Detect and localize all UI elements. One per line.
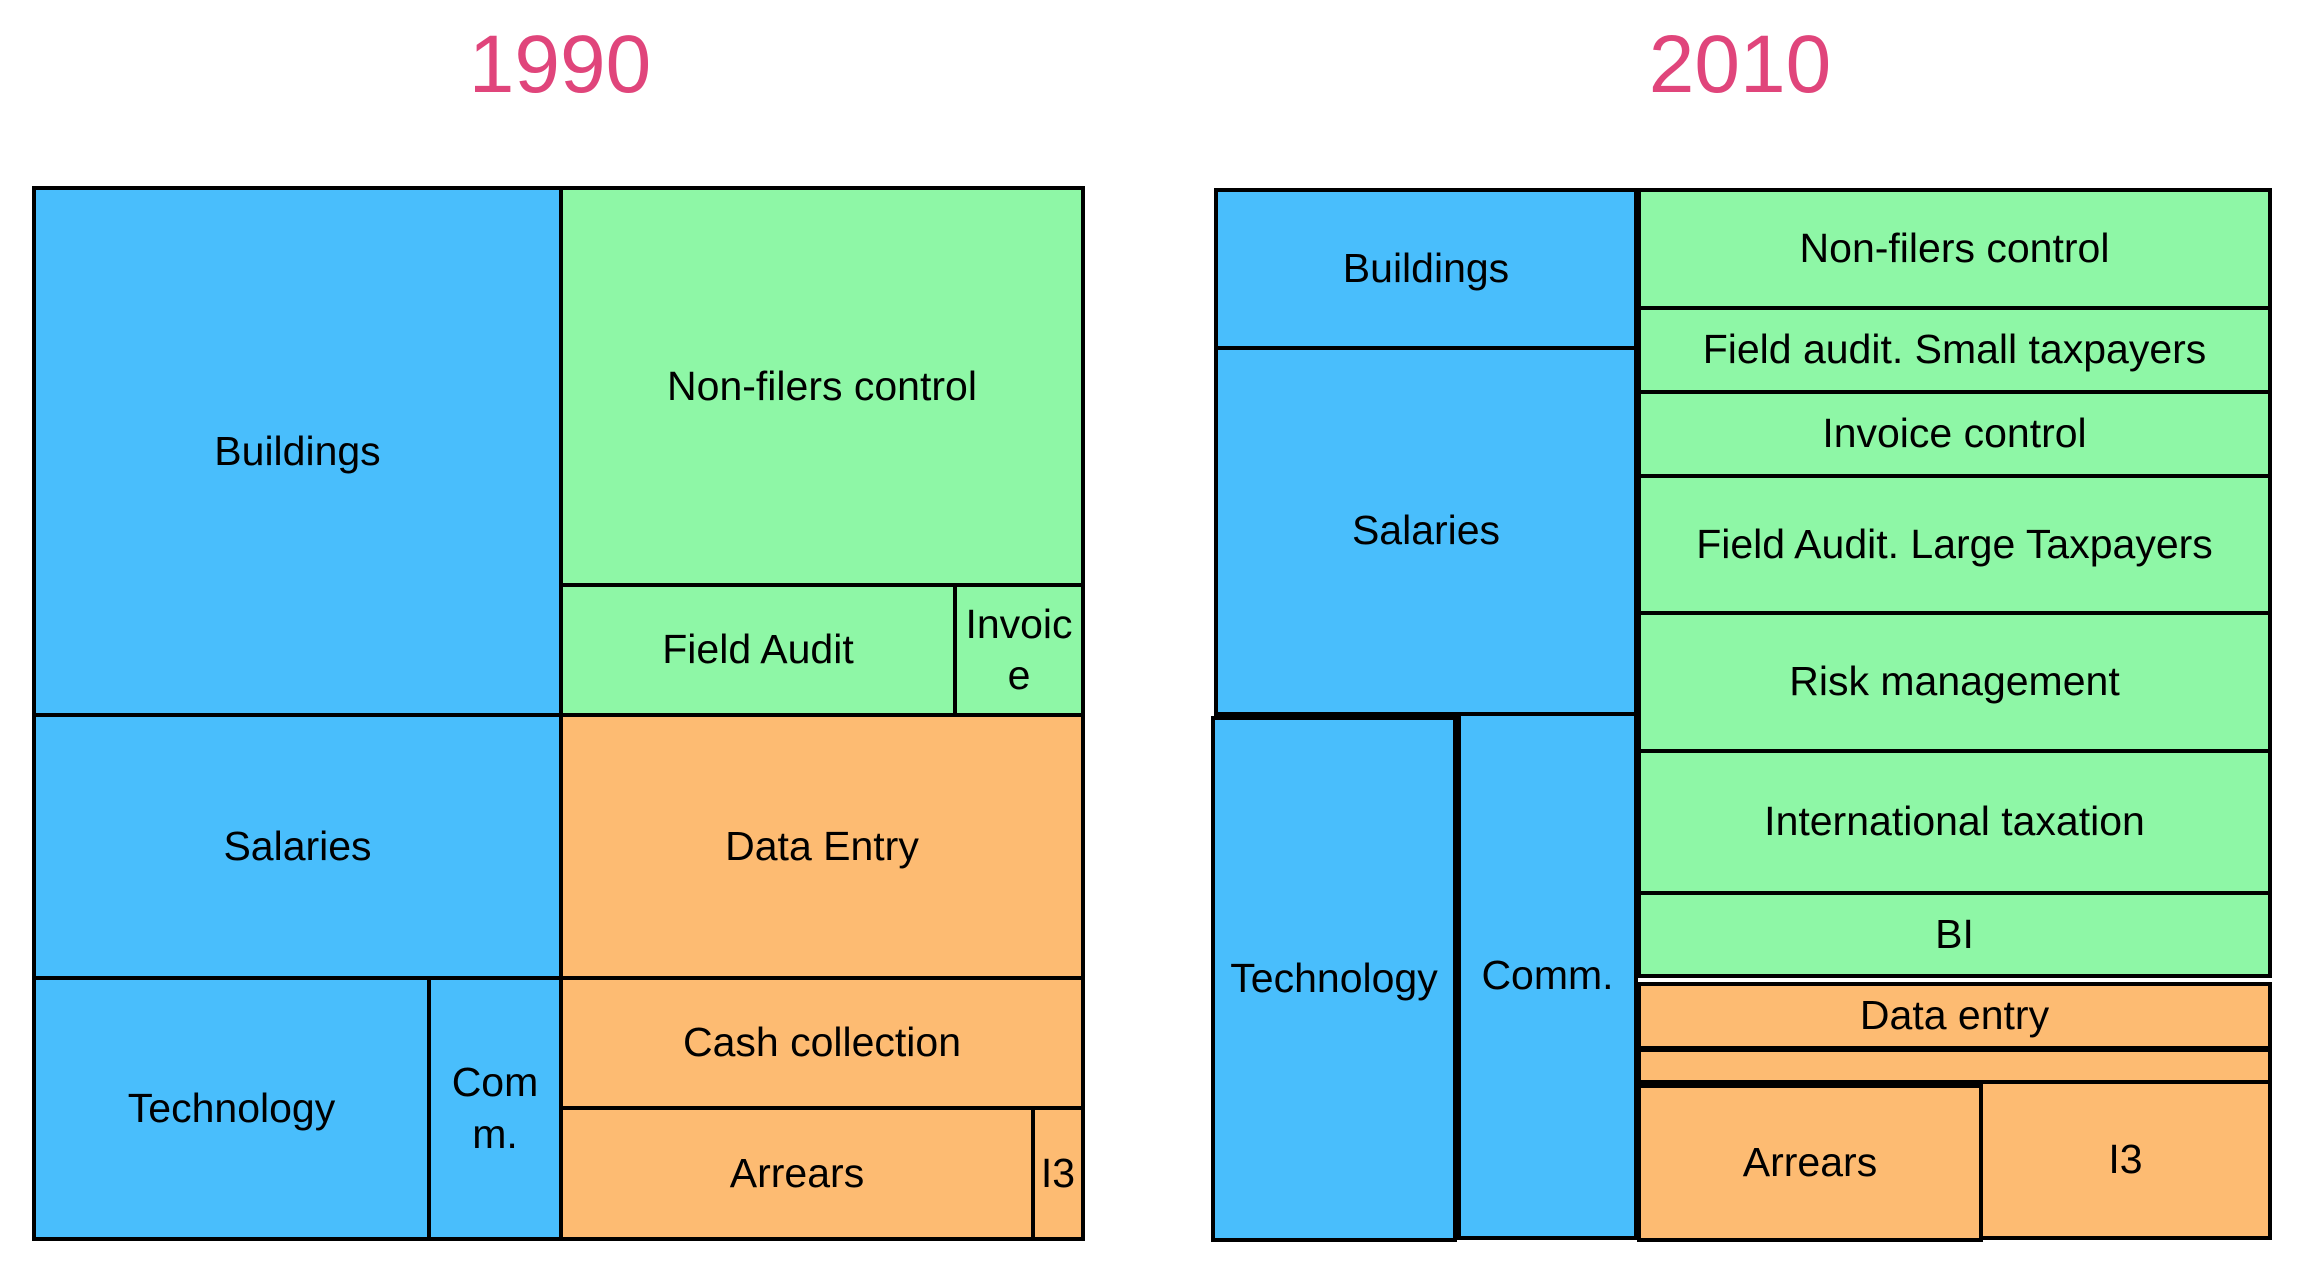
cell-label: Data entry [1859, 992, 2050, 1039]
cell-2010-comm: Comm. [1457, 712, 1638, 1240]
cell-1990-field-audit: Field Audit [559, 583, 957, 717]
cell-label: Field Audit. Large Taxpayers [1696, 520, 2213, 567]
cell-label: Salaries [223, 822, 372, 869]
cell-2010-international-taxation: International taxation [1637, 749, 2272, 895]
title-1990: 1990 [468, 19, 652, 110]
cell-label: I3 [2108, 1136, 2143, 1183]
cell-label: Buildings [214, 427, 381, 474]
cell-label: Salaries [1351, 507, 1501, 554]
cell-2010-bi: BI [1637, 891, 2272, 978]
cell-2010-risk-management: Risk management [1637, 611, 2272, 753]
cell-2010-non-filers-control: Non-filers control [1637, 188, 2272, 310]
cell-2010-field-audit-large: Field Audit. Large Taxpayers [1637, 474, 2272, 615]
cell-1990-arrears: Arrears [559, 1106, 1035, 1241]
cell-label: I3 [1040, 1149, 1076, 1196]
cell-1990-cash-collection: Cash collection [559, 976, 1085, 1110]
cell-label: Technology [127, 1084, 336, 1131]
cell-label: Field Audit [662, 626, 854, 673]
cell-1990-comm: Com m. [427, 976, 563, 1241]
cell-label: Arrears [729, 1149, 865, 1196]
cell-label: Data Entry [725, 822, 919, 869]
cell-2010-unlabeled [1637, 1048, 2272, 1084]
cell-label: BI [1935, 910, 1974, 957]
title-2010: 2010 [1648, 19, 1832, 110]
cell-label: Non-filers control [1799, 225, 2110, 272]
cell-label: Comm. [1481, 952, 1614, 999]
cell-1990-salaries: Salaries [32, 713, 563, 980]
cell-2010-data-entry: Data entry [1637, 982, 2272, 1050]
cell-1990-technology: Technology [32, 976, 431, 1241]
cell-2010-field-audit-small: Field audit. Small taxpayers [1637, 306, 2272, 394]
cell-label: Com m. [451, 1059, 539, 1157]
cell-1990-invoice: Invoic e [953, 583, 1085, 717]
cell-label: Cash collection [682, 1019, 962, 1066]
cell-1990-data-entry: Data Entry [559, 713, 1085, 980]
cell-label: Invoic e [965, 600, 1073, 698]
cell-2010-technology: Technology [1211, 716, 1457, 1242]
cell-2010-buildings: Buildings [1214, 188, 1638, 350]
cell-label: Field audit. Small taxpayers [1702, 326, 2207, 373]
cell-label: International taxation [1764, 798, 2145, 845]
cell-label: Risk management [1789, 658, 2120, 705]
cell-2010-arrears: Arrears [1637, 1084, 1983, 1242]
cell-label: Buildings [1342, 245, 1510, 292]
cell-2010-i3: I3 [1979, 1080, 2272, 1240]
cell-label: Invoice control [1822, 410, 2087, 457]
cell-2010-invoice-control: Invoice control [1637, 390, 2272, 478]
cell-label: Arrears [1742, 1139, 1878, 1186]
cell-2010-salaries: Salaries [1214, 346, 1638, 716]
cell-label: Non-filers control [667, 362, 977, 409]
cell-1990-buildings: Buildings [32, 186, 563, 717]
cell-1990-i3: I3 [1031, 1106, 1085, 1241]
cell-1990-non-filers-control: Non-filers control [559, 186, 1085, 587]
cell-label: Technology [1230, 955, 1438, 1002]
